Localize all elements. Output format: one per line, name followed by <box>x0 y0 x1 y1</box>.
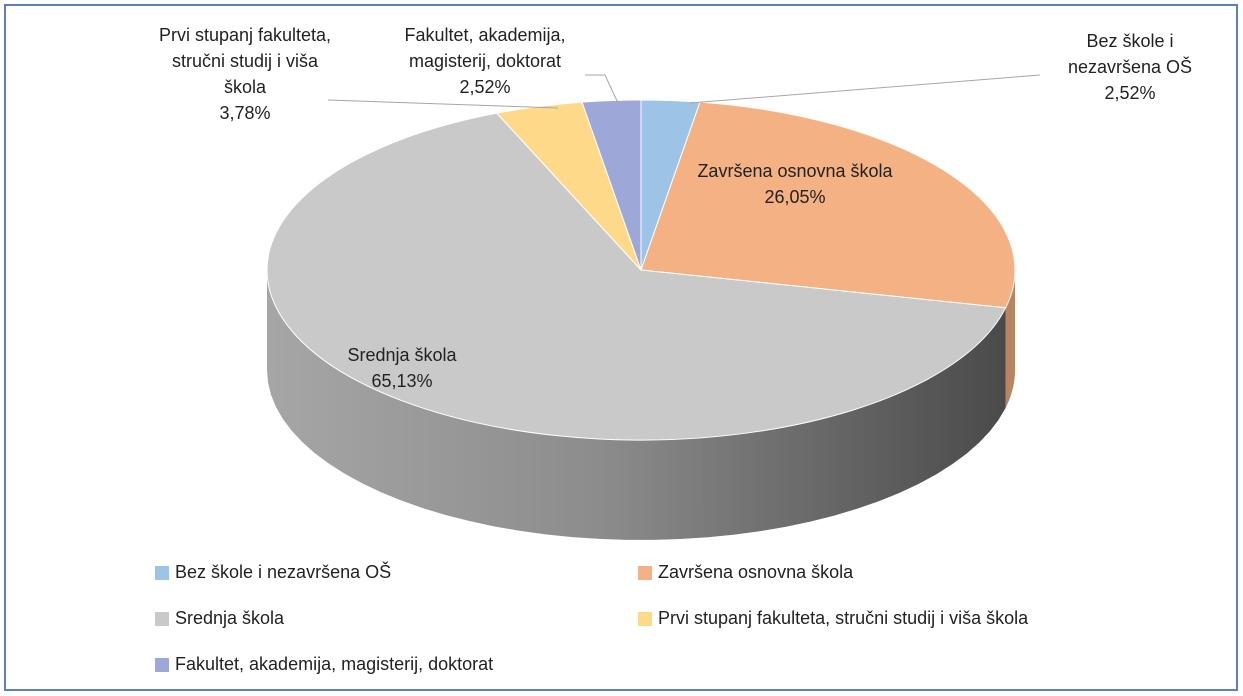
legend-label: Fakultet, akademija, magisterij, doktora… <box>175 654 494 674</box>
label-value: 26,05% <box>764 187 826 207</box>
label-category: Završena osnovna škola <box>697 161 893 181</box>
pie-side <box>1005 270 1015 408</box>
legend-label: Prvi stupanj fakulteta, stručni studij i… <box>658 608 1029 628</box>
legend-item: Bez škole i nezavršena OŠ <box>155 562 391 583</box>
legend-item: Srednja škola <box>155 608 284 629</box>
legend-swatch <box>638 565 652 580</box>
label-category: Bez škole i nezavršena OŠ <box>1067 31 1193 77</box>
leader-line <box>585 74 619 104</box>
label-category: Prvi stupanj fakulteta, stručni studij i… <box>158 25 332 97</box>
label-value: 65,13% <box>371 371 433 391</box>
pie-side <box>267 270 1006 540</box>
label-value: 2,52% <box>1104 83 1156 103</box>
data-label: Srednja škola 65,13% <box>322 342 482 394</box>
legend-swatch <box>155 657 169 672</box>
label-value: 2,52% <box>459 77 511 97</box>
data-label: Prvi stupanj fakulteta, stručni studij i… <box>158 22 333 126</box>
legend-label: Završena osnovna škola <box>658 562 854 582</box>
legend-swatch <box>155 611 169 626</box>
leader-line <box>327 99 559 109</box>
label-category: Fakultet, akademija, magisterij, doktora… <box>404 25 566 71</box>
pie-slice <box>266 112 1007 441</box>
legend-label: Srednja škola <box>175 608 285 628</box>
data-label: Završena osnovna škola 26,05% <box>695 158 895 210</box>
frame <box>4 4 1238 691</box>
data-label: Fakultet, akademija, magisterij, doktora… <box>380 22 590 100</box>
pie-slice <box>581 99 642 271</box>
pie-slice <box>640 101 1016 309</box>
legend-label: Bez škole i nezavršena OŠ <box>175 562 392 582</box>
legend-item: Završena osnovna škola <box>638 562 853 583</box>
pie <box>266 99 1016 540</box>
label-value: 3,78% <box>219 103 271 123</box>
legend-swatch <box>155 565 169 580</box>
legend-swatch <box>638 611 652 626</box>
legend-item: Fakultet, akademija, magisterij, doktora… <box>155 654 493 675</box>
leader-line <box>689 74 1041 104</box>
legend-item: Prvi stupanj fakulteta, stručni studij i… <box>638 608 1028 629</box>
label-category: Srednja škola <box>347 345 457 365</box>
data-label: Bez škole i nezavršena OŠ 2,52% <box>1050 28 1210 106</box>
